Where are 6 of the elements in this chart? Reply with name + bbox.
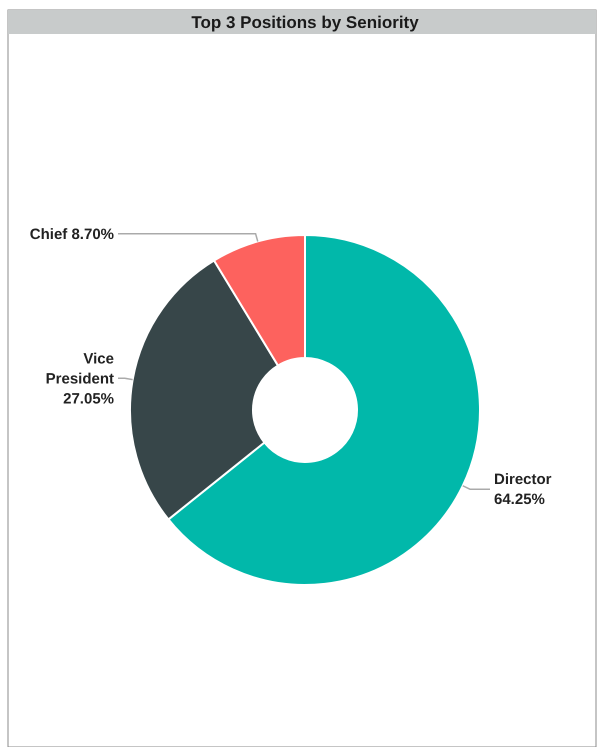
chart-title: Top 3 Positions by Seniority (191, 13, 420, 32)
data-label: 64.25% (494, 491, 545, 508)
slice-label: Director (494, 471, 552, 488)
slice-label: Chief 8.70% (30, 226, 114, 243)
slice-label: Vice President (46, 350, 114, 388)
data-label: 27.05% (63, 390, 114, 408)
